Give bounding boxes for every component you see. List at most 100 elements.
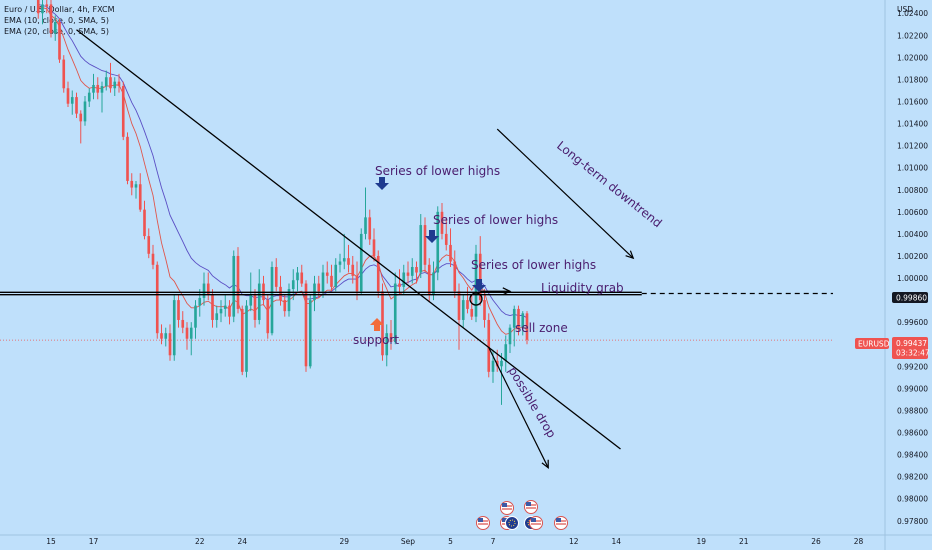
candle-body [189, 327, 193, 339]
event-flag-icon [476, 516, 490, 530]
price-axis[interactable]: USD 1.024001.022001.020001.018001.016001… [884, 0, 928, 550]
candle-body [151, 253, 155, 265]
candle [355, 261, 359, 301]
candle-body [70, 97, 74, 104]
candle [368, 209, 372, 245]
candle [117, 73, 121, 93]
time-tick-label: 14 [611, 537, 621, 546]
candle [147, 228, 151, 259]
candle-body [160, 333, 163, 339]
candle [444, 217, 448, 251]
candle-body [427, 264, 431, 295]
price-tick-label: 0.98600 [897, 428, 928, 437]
candle-body [330, 275, 333, 287]
candle-body [449, 244, 452, 262]
candle-body [415, 267, 418, 273]
price-tick-label: 0.99600 [897, 318, 928, 327]
price-tick-label: 1.00400 [897, 230, 928, 239]
time-axis[interactable]: 15 17 22 24 29 Sep 5 7 12 14 19 21 26 28 [0, 534, 932, 546]
legend-symbol[interactable]: Euro / U.S. Dollar, 4h, FXCM [4, 5, 115, 14]
candle [181, 311, 185, 334]
candle [521, 311, 525, 336]
candle-body [444, 233, 448, 245]
symbol-badge-text: EURUSD [858, 340, 890, 349]
candle-body [368, 217, 372, 240]
candle-body [419, 225, 423, 273]
candle-body [274, 267, 278, 287]
candle-body [83, 101, 87, 122]
candle-body [410, 267, 414, 276]
candle [398, 269, 401, 295]
long-term-downtrend-arrow-head [625, 250, 635, 260]
candle-body [338, 261, 342, 265]
candle-body [130, 180, 134, 188]
candle [177, 294, 180, 328]
candle [427, 258, 431, 303]
candle [211, 289, 214, 328]
candle-body [109, 77, 112, 89]
price-tick-label: 0.98400 [897, 451, 928, 460]
candle-body [504, 344, 508, 361]
candle [410, 258, 414, 284]
price-tick-label: 0.98000 [897, 495, 928, 504]
candle [525, 311, 529, 345]
candle-body [41, 4, 44, 14]
candle-body [206, 283, 210, 295]
candle [313, 275, 316, 312]
candle-body [385, 333, 389, 356]
candle-body [525, 313, 529, 340]
candle [236, 247, 240, 314]
candle-body [113, 81, 117, 89]
candle-body [117, 81, 121, 87]
candle-body [512, 308, 516, 328]
candle-body [355, 275, 359, 292]
candle-body [126, 136, 129, 181]
time-tick-label: 17 [89, 537, 99, 546]
candle [172, 294, 176, 361]
candle [164, 327, 168, 347]
event-flag-icon [529, 516, 543, 530]
candle [262, 275, 265, 306]
candle-body [134, 184, 138, 188]
lower-high-arrow-1 [375, 177, 389, 190]
candle-body [359, 233, 363, 292]
candle-body [304, 283, 308, 367]
candle [134, 180, 138, 199]
candle-body [376, 255, 380, 292]
candle-body [92, 84, 95, 93]
candle-body [181, 319, 185, 328]
candle-body [45, 4, 49, 7]
economic-event-icons[interactable] [476, 500, 568, 530]
possible-drop-arrow [488, 347, 549, 470]
possible-drop-arrow-shaft [488, 347, 549, 469]
candle [453, 250, 457, 298]
candle-body [478, 253, 482, 301]
candle [389, 319, 393, 350]
candle [512, 305, 516, 347]
candle [100, 81, 104, 113]
candle [470, 294, 474, 320]
candle [109, 62, 112, 93]
candle-body [215, 313, 219, 320]
symbol-badge: EURUSD [855, 338, 890, 349]
candle [143, 200, 146, 240]
price-tick-label: 0.99000 [897, 384, 928, 393]
candle [330, 264, 333, 292]
price-tick-label: 1.00600 [897, 208, 928, 217]
candle [287, 283, 291, 317]
candle [126, 132, 129, 185]
candle [364, 187, 367, 240]
candle-body [53, 22, 57, 34]
candle-body [457, 291, 461, 320]
candle-body [249, 294, 253, 306]
candle-body [334, 264, 338, 287]
time-tick-label: 21 [739, 537, 749, 546]
time-tick-label: 19 [696, 537, 706, 546]
candle [79, 110, 83, 144]
candle-body [172, 300, 176, 356]
candle [257, 269, 261, 325]
price-tick-label: 1.01800 [897, 75, 928, 84]
candle [402, 264, 406, 295]
candle-body [266, 300, 270, 334]
